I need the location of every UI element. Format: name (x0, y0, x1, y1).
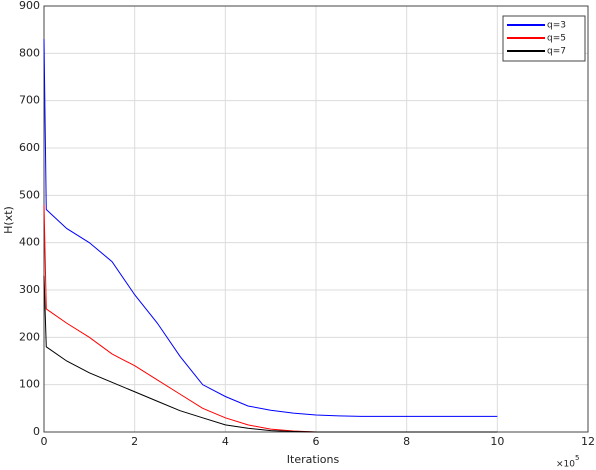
x-tick-label: 10 (490, 435, 504, 448)
y-tick-label: 300 (19, 283, 40, 296)
y-tick-label: 700 (19, 94, 40, 107)
y-tick-label: 600 (19, 141, 40, 154)
y-axis-label: H(xt) (2, 206, 15, 234)
series-line (43, 39, 498, 417)
y-tick-label: 400 (19, 236, 40, 249)
series-line (43, 204, 498, 433)
y-tick-label: 200 (19, 330, 40, 343)
x-offset-text: ×10 (556, 460, 575, 470)
legend-label: q=3 (547, 21, 566, 31)
y-tick-label: 0 (33, 425, 40, 438)
x-tick-label: 0 (41, 435, 48, 448)
legend-label: q=5 (547, 34, 566, 44)
x-offset-exponent: 5 (575, 454, 579, 462)
legend-label: q=7 (547, 47, 566, 57)
x-axis-label: Iterations (287, 453, 340, 466)
y-tick-label: 500 (19, 188, 40, 201)
x-tick-label: 2 (131, 435, 138, 448)
x-tick-label: 4 (222, 435, 229, 448)
series-line (43, 275, 498, 433)
x-tick-label: 8 (403, 435, 410, 448)
x-tick-label: 12 (581, 435, 595, 448)
y-tick-label: 800 (19, 46, 40, 59)
y-tick-label: 100 (19, 378, 40, 391)
y-tick-label: 900 (19, 0, 40, 12)
x-tick-label: 6 (313, 435, 320, 448)
